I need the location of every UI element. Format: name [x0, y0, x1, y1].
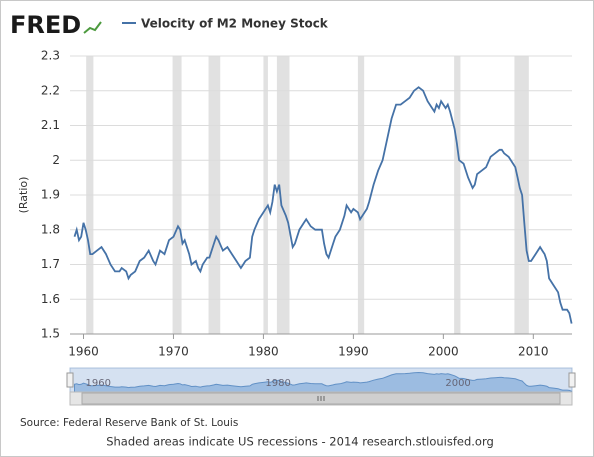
- x-tick-label: 1980: [248, 345, 279, 359]
- navigator-handle[interactable]: [66, 372, 74, 388]
- y-tick-label: 2.1: [41, 118, 60, 132]
- footer: Shaded areas indicate US recessions - 20…: [106, 435, 494, 449]
- logo-icon: [83, 21, 102, 34]
- navigator-series: 1960 1980 2000: [70, 368, 573, 393]
- x-tick-label: 2000: [428, 345, 459, 359]
- x-tick-label: 1970: [158, 345, 189, 359]
- y-tick-label: 1.5: [41, 327, 60, 341]
- x-tick-label: 1990: [338, 345, 369, 359]
- y-tick-label: 2.2: [41, 83, 60, 97]
- logo: FRED: [10, 11, 81, 39]
- scrollbar-grip: [317, 396, 325, 401]
- y-tick-label: 1.7: [41, 257, 60, 271]
- y-tick-label: 1.8: [41, 222, 60, 236]
- navigator-area: [74, 371, 573, 393]
- navigator-selection: [70, 368, 572, 392]
- y-tick-label: 2: [52, 153, 60, 167]
- navigator-tick-label: 1960: [85, 378, 110, 389]
- x-tick-label: 1960: [68, 345, 99, 359]
- navigator-tick-label: 2000: [445, 378, 470, 389]
- source: Source: Federal Reserve Bank of St. Loui…: [20, 417, 238, 429]
- y-tick-label: 2.3: [41, 49, 60, 63]
- y-tick-label: 1.9: [41, 188, 60, 202]
- legend-label: Velocity of M2 Money Stock: [141, 17, 329, 31]
- x-tick-label: 2010: [518, 345, 549, 359]
- navigator-handle[interactable]: [568, 372, 576, 388]
- y-tick-label: 1.6: [41, 292, 60, 306]
- series-line: [73, 86, 573, 324]
- y-axis-label: (Ratio): [17, 177, 30, 214]
- navigator-tick-label: 1980: [265, 378, 290, 389]
- plot-area: 1.5 1.6 1.7 1.8 1.9 2 2.1 2.2 2.3 1960 1970 1980 199…: [41, 49, 573, 359]
